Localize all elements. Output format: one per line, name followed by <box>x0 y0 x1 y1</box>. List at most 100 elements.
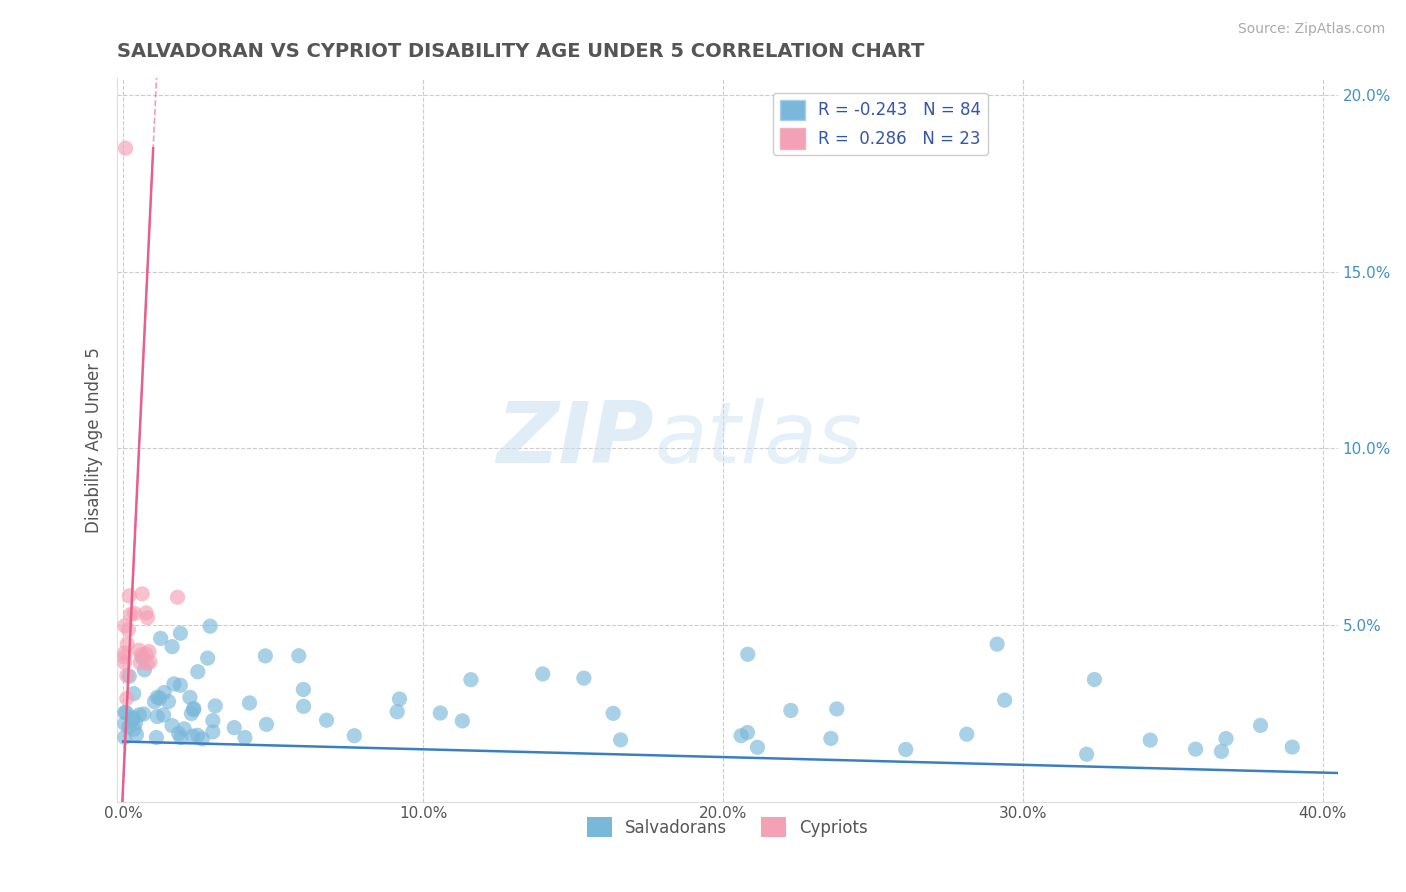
Point <box>118 669 141 683</box>
Point <box>132 706 155 721</box>
Point <box>315 713 337 727</box>
Point <box>986 637 1008 651</box>
Point <box>820 731 842 746</box>
Point <box>131 650 153 665</box>
Point <box>254 648 277 663</box>
Point <box>198 619 221 633</box>
Point <box>153 685 176 699</box>
Legend: Salvadorans, Cypriots: Salvadorans, Cypriots <box>581 810 875 844</box>
Point <box>114 731 136 745</box>
Text: ZIP: ZIP <box>496 398 654 481</box>
Point <box>114 646 136 660</box>
Point <box>1083 673 1105 687</box>
Point <box>136 657 159 671</box>
Point <box>238 696 260 710</box>
Point <box>122 687 145 701</box>
Point <box>115 691 138 706</box>
Point <box>531 667 554 681</box>
Point <box>609 732 631 747</box>
Point <box>894 742 917 756</box>
Point <box>1076 747 1098 762</box>
Point <box>292 699 315 714</box>
Point <box>183 701 205 715</box>
Point <box>114 716 136 731</box>
Point <box>114 649 136 664</box>
Point <box>124 715 146 730</box>
Point <box>117 623 139 637</box>
Point <box>114 141 136 155</box>
Point <box>233 731 256 745</box>
Point <box>135 606 157 620</box>
Point <box>145 731 167 745</box>
Point <box>169 678 191 692</box>
Point <box>124 607 146 621</box>
Point <box>460 673 482 687</box>
Point <box>167 726 190 740</box>
Point <box>118 589 141 603</box>
Point <box>149 691 172 706</box>
Point <box>170 731 193 745</box>
Point <box>129 656 152 670</box>
Point <box>173 722 195 736</box>
Point <box>1250 718 1272 732</box>
Point <box>149 632 172 646</box>
Point <box>131 587 153 601</box>
Point <box>224 721 246 735</box>
Point <box>572 671 595 685</box>
Point <box>122 712 145 726</box>
Point <box>779 703 801 717</box>
Point <box>115 637 138 651</box>
Point <box>201 725 224 739</box>
Point <box>169 626 191 640</box>
Point <box>134 663 156 677</box>
Point <box>114 619 136 633</box>
Text: Source: ZipAtlas.com: Source: ZipAtlas.com <box>1237 22 1385 37</box>
Point <box>163 677 186 691</box>
Point <box>730 729 752 743</box>
Point <box>139 655 162 669</box>
Text: atlas: atlas <box>654 398 862 481</box>
Point <box>138 644 160 658</box>
Point <box>181 729 204 743</box>
Point <box>146 690 169 705</box>
Point <box>994 693 1017 707</box>
Point <box>122 710 145 724</box>
Point <box>1184 742 1206 756</box>
Point <box>128 707 150 722</box>
Text: SALVADORAN VS CYPRIOT DISABILITY AGE UNDER 5 CORRELATION CHART: SALVADORAN VS CYPRIOT DISABILITY AGE UND… <box>117 42 925 61</box>
Point <box>1211 744 1233 758</box>
Point <box>166 591 188 605</box>
Point <box>115 668 138 682</box>
Point <box>256 717 278 731</box>
Point <box>429 706 451 720</box>
Point <box>157 695 180 709</box>
Point <box>131 648 153 662</box>
Point <box>186 728 208 742</box>
Point <box>387 705 409 719</box>
Point <box>602 706 624 721</box>
Point <box>197 651 219 665</box>
Point <box>114 656 136 670</box>
Point <box>747 740 769 755</box>
Point <box>160 640 183 654</box>
Point <box>1281 740 1303 755</box>
Point <box>343 729 366 743</box>
Point <box>287 648 309 663</box>
Point <box>114 706 136 720</box>
Point <box>117 720 139 734</box>
Point <box>191 731 214 746</box>
Point <box>136 611 159 625</box>
Point <box>120 607 142 622</box>
Point <box>135 647 157 661</box>
Point <box>292 682 315 697</box>
Point <box>143 695 166 709</box>
Point <box>128 643 150 657</box>
Point <box>956 727 979 741</box>
Y-axis label: Disability Age Under 5: Disability Age Under 5 <box>86 347 103 533</box>
Point <box>204 698 226 713</box>
Point <box>388 692 411 706</box>
Point <box>146 709 169 723</box>
Point <box>451 714 474 728</box>
Point <box>115 706 138 720</box>
Point <box>737 647 759 661</box>
